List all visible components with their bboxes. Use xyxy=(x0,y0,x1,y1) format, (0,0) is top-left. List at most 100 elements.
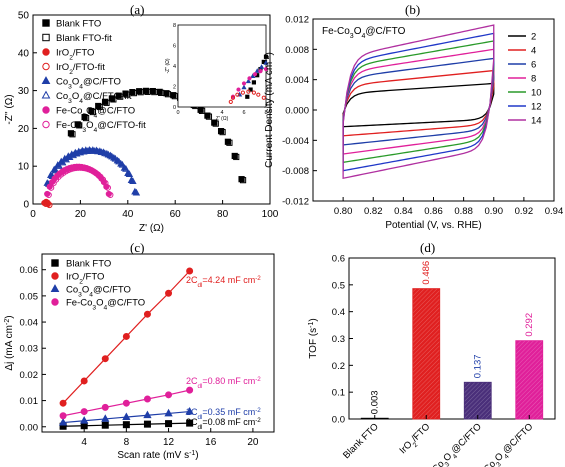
panel-a-point xyxy=(124,169,132,176)
panel-a-fit-point xyxy=(122,165,130,172)
panel-d-y-axis-label: TOF (s-1) xyxy=(308,318,320,359)
panel-c-point xyxy=(101,414,110,422)
panel-a-inset-y-tick-label: 6 xyxy=(173,44,176,50)
panel-d-y-tick-label: 0.3 xyxy=(332,334,345,345)
panel-b-legend-label: 10 xyxy=(531,88,542,99)
panel-d-bar xyxy=(463,381,492,420)
panel-a-fit-point xyxy=(89,108,96,116)
panel-b-legend-label: 2 xyxy=(531,32,536,43)
panel-d-value-label: 0.003 xyxy=(370,390,381,414)
panel-a-point xyxy=(101,98,109,105)
panel-a-fit-point xyxy=(129,177,137,184)
panel-a-inset-point xyxy=(240,90,245,95)
panel-b-y-tick-label: -0.004 xyxy=(282,136,309,147)
panel-a-y-tick-label: 20 xyxy=(18,124,30,135)
panel-c-point xyxy=(143,410,152,419)
panel-b-cv-loop xyxy=(342,82,495,128)
panel-d-tof-chart: 0.0 0.1 0.2 0.3 0.4 0.5 0.6 TOF (s-1) 0.003 Blank… xyxy=(308,254,556,467)
panel-c-legend-marker xyxy=(51,259,59,267)
panel-letter-b: (b) xyxy=(405,2,421,17)
panel-a-point xyxy=(54,161,62,168)
panel-c-y-tick-label: 0.00 xyxy=(20,422,39,433)
panel-a-legend-label: Co3O4@C/FTO-fit xyxy=(56,91,132,105)
panel-c-legend-label: Fe-Co3O4@C/FTO xyxy=(66,298,145,312)
panel-a-inset-point xyxy=(245,94,250,99)
panel-a-legend-marker xyxy=(42,33,50,42)
panel-a-y-tick-label: 30 xyxy=(18,86,30,97)
panel-c-point xyxy=(101,355,109,363)
panel-b-x-tick-label: 0.92 xyxy=(515,206,534,217)
panel-a-legend-label: IrO2/FTO-fit xyxy=(56,62,105,76)
panel-a-fit-point xyxy=(219,129,226,136)
panel-a-point xyxy=(99,148,108,156)
panel-a-point xyxy=(67,130,75,137)
panel-d-y-tick-label: 0.2 xyxy=(332,361,345,372)
panel-c-cdl-chart: 4 8 12 16 20 0.00 0.01 0.02 0.03 0.04 0.05 0.06 Scan… xyxy=(4,253,275,462)
panel-a-fit-point xyxy=(199,107,206,114)
panel-a-legend-marker xyxy=(42,120,50,129)
panel-b-x-tick-label: 0.84 xyxy=(394,206,413,217)
panel-a-inset-point xyxy=(258,69,263,74)
panel-a-y-axis-label: -Z'' (Ω) xyxy=(4,94,15,124)
panel-a-inset-y-tick-label: 8 xyxy=(173,23,176,29)
panel-b-title: Fe-Co3O4@C/FTO xyxy=(322,26,406,40)
panel-a-fit-point xyxy=(45,191,52,199)
panel-a-x-tick-label: 20 xyxy=(75,209,87,220)
panel-a-legend-marker xyxy=(41,76,51,85)
panel-a-inset-point xyxy=(246,89,251,94)
panel-a-point xyxy=(103,149,111,157)
panel-c-y-tick-label: 0.02 xyxy=(20,370,39,381)
panel-a-y-tick-label: 0 xyxy=(23,200,29,211)
panel-a-point xyxy=(136,88,143,95)
panel-a-fit-point xyxy=(118,160,127,168)
panel-a-inset-point xyxy=(250,73,256,79)
panel-c-point xyxy=(186,386,194,394)
panel-letter-c: (c) xyxy=(130,240,145,255)
panel-a-inset-point xyxy=(251,80,257,85)
panel-a-inset-point xyxy=(263,59,269,65)
panel-c-point xyxy=(143,310,151,318)
panel-b-y-tick-label: 0.000 xyxy=(285,106,309,117)
panel-c-point xyxy=(165,420,173,428)
panel-d-category-label: Blank FTO xyxy=(341,421,381,461)
panel-c-point xyxy=(143,420,151,428)
panel-a-point xyxy=(131,187,139,195)
panel-c-x-tick-label: 20 xyxy=(247,437,259,448)
panel-d-category-label: Co3O4@C/FTO xyxy=(430,421,485,467)
panel-b-legend-label: 4 xyxy=(531,46,536,57)
panel-b-axes-frame xyxy=(312,18,555,202)
panel-a-inset-point xyxy=(236,87,241,92)
panel-a-fit-point xyxy=(125,170,134,177)
panel-c-point xyxy=(122,332,130,340)
panel-b-legend-label: 8 xyxy=(531,74,536,85)
panel-a-inset-x-axis-label: Z' (Ω) xyxy=(216,116,229,122)
panel-a-fit-point xyxy=(239,177,247,184)
panel-a-point xyxy=(238,176,245,183)
panel-a-legend-label: Blank FTO xyxy=(56,19,101,30)
panel-b-cv-loop xyxy=(342,69,495,137)
panel-a-x-tick-label: 80 xyxy=(217,209,229,220)
panel-c-point xyxy=(80,408,88,416)
panel-a-fit-point xyxy=(46,201,53,209)
panel-a-inset-point xyxy=(241,84,247,90)
panel-a-fit-point xyxy=(48,184,55,191)
panel-d-y-tick-label: 0.6 xyxy=(332,254,345,265)
panel-a-inset-point xyxy=(263,54,269,59)
panel-c-legend-label: Blank FTO xyxy=(66,259,111,270)
panel-c-legend-marker xyxy=(51,272,59,280)
panel-a-point xyxy=(127,176,136,183)
panel-a-point xyxy=(149,87,156,95)
panel-c-point xyxy=(186,267,194,275)
panel-b-x-tick-label: 0.94 xyxy=(545,206,564,217)
panel-a-point xyxy=(224,138,232,145)
panel-a-point xyxy=(156,88,163,95)
panel-d-bar xyxy=(412,288,441,420)
panel-c-x-axis-label: Scan rate (mV s-1) xyxy=(117,450,198,462)
panel-c-annotation: 2Cdl=0.08 mF cm-2 xyxy=(186,417,261,431)
panel-b-cv-loop xyxy=(342,57,495,146)
panel-c-annotation: 2Cdl=0.80 mF cm-2 xyxy=(186,376,261,390)
panel-c-point xyxy=(80,377,88,385)
panel-a-inset-x-tick-label: 4 xyxy=(220,110,223,116)
panel-c-annotation: 2Cdl=4.24 mF cm-2 xyxy=(186,275,261,289)
